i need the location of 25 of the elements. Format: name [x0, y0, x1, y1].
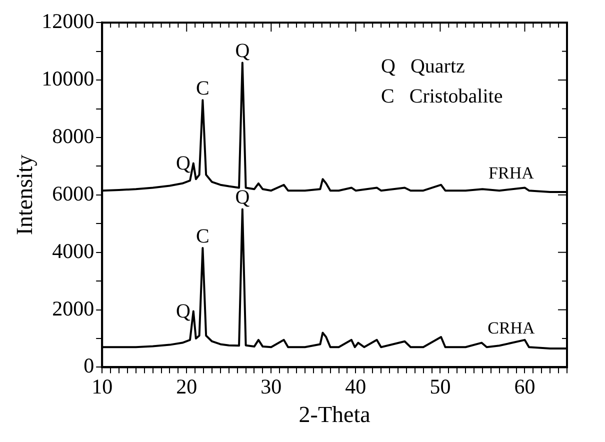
y-tick-label: 0: [84, 354, 94, 378]
annotation: C: [196, 77, 210, 100]
annotation: Q: [235, 186, 250, 209]
y-tick-label: 10000: [42, 66, 94, 91]
annotation: C: [196, 225, 210, 248]
legend-label: CRHA: [488, 318, 536, 338]
x-tick-label: 50: [430, 374, 451, 398]
x-tick-label: 60: [514, 374, 536, 398]
x-tick-label: 10: [92, 374, 113, 398]
annotation: Q: [235, 40, 250, 62]
y-tick-label: 4000: [52, 238, 94, 263]
annotation: Q: [176, 300, 191, 322]
y-tick-label: 6000: [52, 181, 94, 206]
x-axis-title: 2-Theta: [298, 402, 370, 428]
legend-label: FRHA: [488, 164, 535, 183]
y-tick-label: 12000: [42, 9, 94, 34]
x-tick-label: 30: [260, 374, 282, 398]
x-tick-label: 20: [176, 374, 198, 398]
y-tick-label: 2000: [52, 296, 94, 320]
annotation: C Cristobalite: [381, 86, 503, 108]
annotation: Q Quartz: [381, 56, 466, 78]
y-axis-title: Intensity: [12, 154, 37, 236]
annotation: Q: [176, 152, 191, 175]
y-tick-label: 8000: [52, 124, 94, 148]
x-tick-label: 40: [345, 374, 366, 398]
